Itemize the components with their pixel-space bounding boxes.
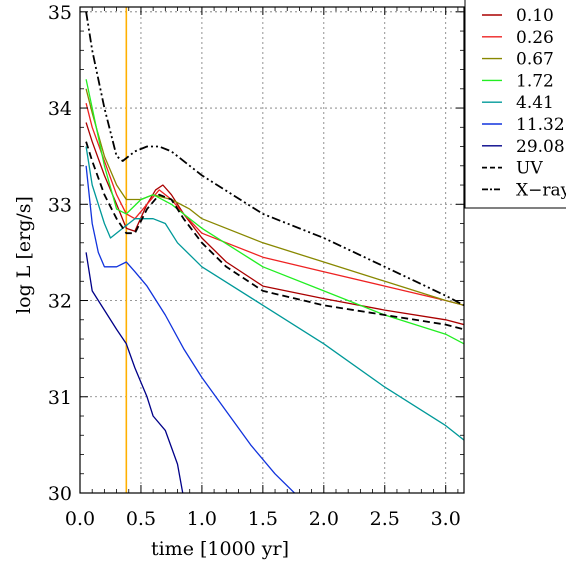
legend-label: UV — [516, 159, 543, 179]
x-tick-label: 0.5 — [126, 508, 156, 530]
y-tick-label: 33 — [48, 194, 72, 216]
legend-box — [464, 0, 566, 209]
series-lines — [85, 11, 464, 493]
series-line-1 — [85, 103, 464, 306]
legend-label: 0.67 — [516, 50, 554, 70]
x-tick-label: 2.0 — [309, 508, 339, 530]
series-line-3 — [85, 79, 464, 345]
series-line-7 — [85, 141, 464, 331]
y-axis-title: log L [erg/s] — [13, 196, 35, 314]
grid-lines — [80, 7, 464, 493]
y-tick-labels: 30 31 32 33 34 35 — [48, 2, 72, 505]
legend-label: X−ray — [516, 180, 566, 200]
y-tick-label: 35 — [48, 2, 72, 24]
x-tick-label: 3.0 — [431, 508, 461, 530]
legend-label: 11.32 — [516, 115, 565, 135]
series-line-4 — [85, 146, 464, 441]
series-line-0 — [85, 122, 464, 326]
legend-label: 1.72 — [516, 71, 554, 91]
ticks — [79, 7, 464, 494]
series-line-6 — [85, 252, 184, 493]
x-tick-label: 0.0 — [65, 508, 95, 530]
y-tick-label: 34 — [48, 98, 72, 120]
y-tick-label: 31 — [48, 387, 72, 409]
x-tick-label: 1.0 — [187, 508, 217, 530]
x-axis-title: time [1000 yr] — [151, 538, 289, 560]
y-tick-label: 32 — [48, 291, 72, 313]
legend-label: 4.41 — [516, 93, 554, 113]
series-line-2 — [85, 88, 464, 306]
legend-label: 29.08 — [516, 137, 565, 157]
y-tick-label: 30 — [48, 483, 72, 505]
legend-label: 0.10 — [516, 6, 554, 26]
series-line-5 — [85, 165, 296, 493]
x-tick-label: 1.5 — [248, 508, 278, 530]
plot-frame — [79, 6, 465, 494]
series-line-8 — [85, 11, 464, 307]
x-tick-labels: 0.0 0.5 1.0 1.5 2.0 2.5 3.0 — [65, 508, 461, 530]
legend-label: 0.26 — [516, 28, 554, 48]
x-tick-label: 2.5 — [370, 508, 400, 530]
